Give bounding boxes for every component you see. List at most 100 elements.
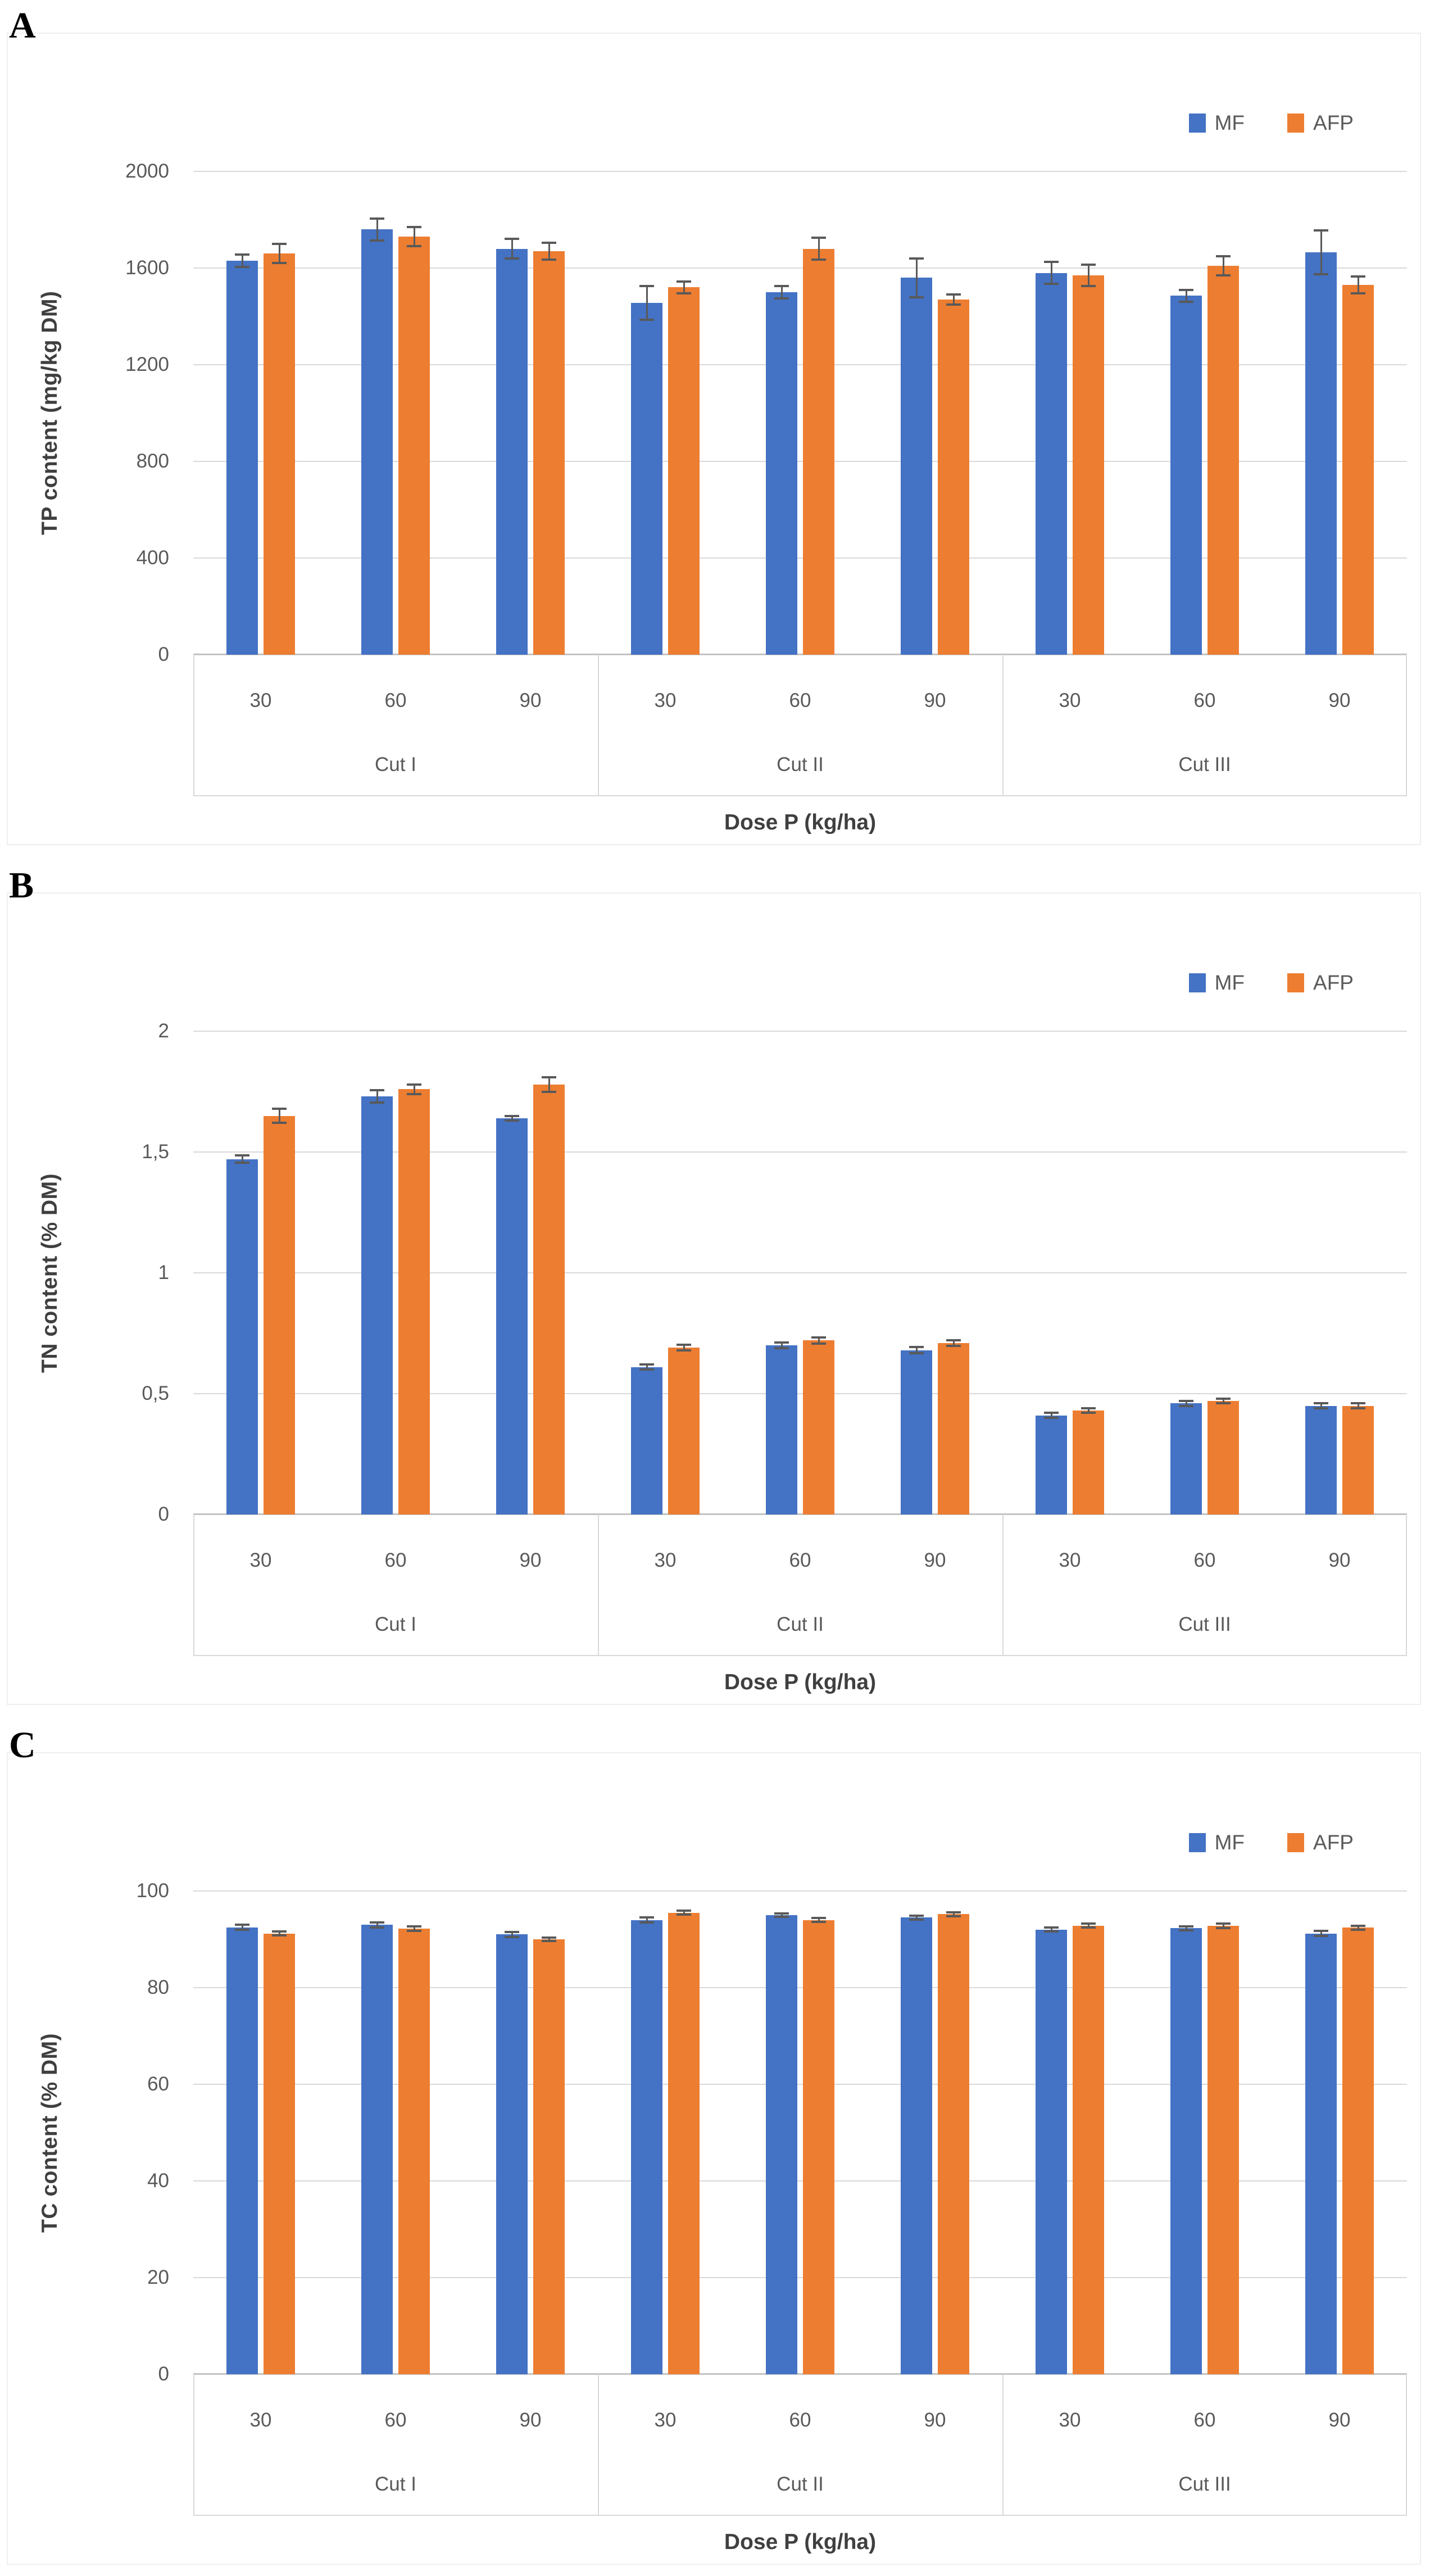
bar-mf-cutii-60	[766, 1345, 797, 1514]
error-bar	[511, 239, 513, 258]
error-bar	[946, 1915, 961, 1917]
error-bar	[1185, 289, 1187, 302]
y-tick-label: 1200	[125, 353, 169, 375]
error-bar	[915, 1915, 918, 1920]
error-bar	[407, 1925, 421, 1928]
bar-afp-cuti-60	[398, 1929, 430, 2374]
category-separator	[1406, 2374, 1407, 2515]
error-bar	[1357, 1925, 1359, 1930]
dose-label: 60	[384, 1549, 407, 1571]
gridline	[193, 1031, 1407, 1032]
category-separator	[1406, 1514, 1407, 1655]
error-bar	[272, 262, 287, 265]
dose-label: 90	[519, 690, 542, 711]
afp-swatch-icon	[1287, 114, 1305, 133]
y-tick-label: 60	[147, 2073, 169, 2095]
error-bar	[278, 1931, 280, 1936]
error-bar	[1185, 1926, 1187, 1930]
error-bar	[1351, 1928, 1365, 1931]
error-bar	[946, 293, 961, 296]
error-bar	[915, 258, 918, 297]
bar-afp-cutiii-90	[1342, 285, 1374, 655]
error-bar	[818, 1337, 820, 1344]
x-axis-line	[193, 654, 1407, 655]
bar-mf-cutiii-60	[1170, 296, 1202, 655]
dose-label: 90	[519, 1549, 542, 1571]
legend-label-mf: MF	[1214, 1831, 1245, 1854]
error-bar	[646, 1364, 648, 1369]
error-bar	[548, 1937, 550, 1942]
bar-mf-cutiii-90	[1305, 1405, 1337, 1514]
error-bar	[774, 1347, 789, 1350]
cut-label: Cut III	[1178, 1613, 1231, 1635]
error-bar	[946, 1339, 961, 1341]
category-separator	[1002, 1514, 1004, 1655]
dose-label: 60	[1193, 1549, 1216, 1571]
tn-content-chart: MF AFP TN content (% DM) 0 0,5 1 1,5 2 30 60 9…	[7, 892, 1421, 1705]
legend-label-mf: MF	[1214, 111, 1245, 134]
mf-swatch-icon	[1188, 114, 1206, 133]
error-bar	[370, 1921, 384, 1924]
error-bar	[646, 286, 648, 320]
legend-item-afp: AFP	[1287, 1831, 1354, 1854]
error-bar	[639, 1368, 654, 1371]
error-bar	[235, 253, 249, 256]
error-bar	[505, 1931, 519, 1934]
bar-mf-cuti-60	[361, 1096, 393, 1514]
mf-swatch-icon	[1188, 1833, 1206, 1852]
error-bar	[241, 255, 243, 267]
error-bar	[909, 1352, 924, 1354]
error-bar	[1081, 1412, 1096, 1414]
error-bar	[370, 1926, 384, 1929]
error-bar	[370, 1101, 384, 1104]
dose-label: 30	[1059, 2409, 1081, 2431]
bar-afp-cuti-30	[264, 1115, 295, 1514]
bar-mf-cutii-30	[631, 1367, 662, 1514]
y-tick-label: 1	[158, 1262, 169, 1284]
gridline	[193, 1272, 1407, 1273]
error-bar	[407, 1930, 421, 1933]
error-bar	[677, 292, 691, 295]
error-bar	[235, 1928, 249, 1931]
error-bar	[1081, 285, 1096, 288]
cut-label: Cut II	[777, 2473, 824, 2495]
bar-afp-cutiii-90	[1342, 1928, 1374, 2374]
mf-swatch-icon	[1188, 973, 1206, 992]
category-axis: 30 60 90 Cut I 30 60 90 Cut II 30 60 90 Cut III	[193, 2374, 1407, 2516]
error-bar	[370, 239, 384, 242]
error-bar	[1320, 1403, 1322, 1408]
dose-label: 90	[1328, 2409, 1351, 2431]
error-bar	[1050, 1413, 1052, 1418]
error-bar	[1314, 1934, 1328, 1937]
error-bar	[511, 1932, 513, 1937]
y-axis-title: TP content (mg/kg DM)	[38, 291, 62, 536]
error-bar	[639, 1921, 654, 1924]
bar-afp-cutiii-60	[1207, 265, 1239, 655]
y-tick-label: 80	[147, 1976, 169, 1998]
error-bar	[909, 1346, 924, 1349]
error-bar	[1357, 1403, 1359, 1408]
error-bar	[1185, 1400, 1187, 1406]
legend-label-afp: AFP	[1313, 1831, 1354, 1854]
error-bar	[1216, 274, 1231, 276]
error-bar	[818, 238, 820, 260]
bar-afp-cutii-90	[938, 1343, 969, 1514]
error-bar	[1320, 230, 1322, 274]
error-bar	[1351, 1407, 1365, 1409]
legend: MF AFP	[1188, 1831, 1354, 1854]
error-bar	[1044, 282, 1059, 285]
bar-mf-cutiii-30	[1036, 1929, 1067, 2374]
error-bar	[505, 1119, 519, 1122]
error-bar	[1320, 1931, 1322, 1936]
error-bar	[1216, 1402, 1231, 1405]
error-bar	[946, 1344, 961, 1347]
gridline	[193, 461, 1407, 462]
error-bar	[1050, 1928, 1052, 1932]
error-bar	[639, 285, 654, 288]
dose-label: 60	[789, 1549, 811, 1571]
error-bar	[1087, 1408, 1089, 1413]
error-bar	[235, 1162, 249, 1164]
error-bar	[542, 241, 556, 244]
error-bar	[413, 1084, 415, 1094]
error-bar	[818, 1918, 820, 1922]
